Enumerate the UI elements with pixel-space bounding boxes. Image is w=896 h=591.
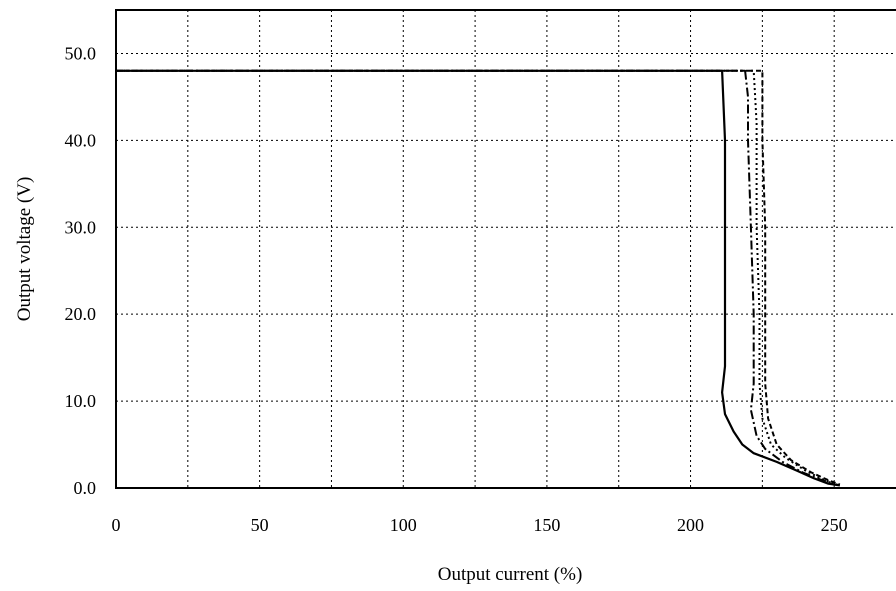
y-tick-label: 20.0 [65, 304, 97, 324]
y-axis-title: Output voltage (V) [14, 177, 35, 322]
x-axis-title: Output current (%) [438, 564, 583, 585]
series-line-dashed [116, 69, 841, 486]
grid-lines [116, 10, 896, 488]
x-tick-label: 0 [112, 515, 121, 535]
x-tick-label: 150 [533, 515, 560, 535]
series-line-solid [116, 69, 841, 487]
y-tick-label: 30.0 [65, 217, 97, 237]
y-tick-label: 10.0 [65, 391, 97, 411]
y-tick-label: 40.0 [65, 130, 97, 150]
x-tick-label: 200 [677, 515, 704, 535]
plot-area-frame [115, 9, 896, 489]
y-tick-label: 50.0 [65, 43, 97, 63]
x-tick-label: 50 [251, 515, 269, 535]
x-axis-tick-labels: 0 50 100 150 200 250 [112, 515, 848, 535]
y-axis-tick-labels: 0.0 10.0 20.0 30.0 40.0 50.0 [65, 43, 97, 498]
series-lines [116, 69, 841, 487]
y-tick-label: 0.0 [74, 478, 97, 498]
x-tick-label: 100 [390, 515, 417, 535]
series-line-dash-dot [116, 69, 835, 485]
x-tick-label: 250 [821, 515, 848, 535]
series-line-dotted [116, 69, 838, 486]
